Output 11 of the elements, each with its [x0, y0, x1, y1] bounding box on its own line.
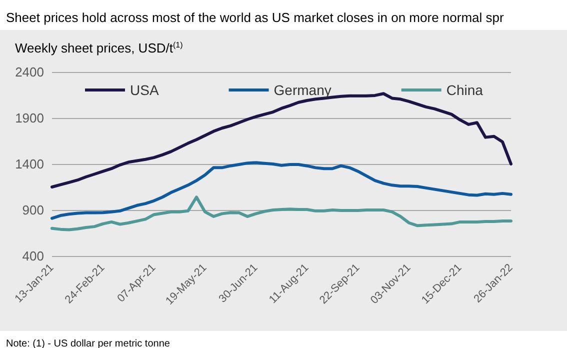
y-tick-label: 2400	[15, 64, 44, 80]
legend-label: China	[446, 82, 484, 98]
y-tick-label: 1400	[15, 156, 44, 172]
y-tick-label: 400	[22, 248, 44, 264]
y-tick-label: 1900	[15, 110, 44, 126]
chart-title: Sheet prices hold across most of the world as US market closes in on more normal spr	[6, 10, 504, 25]
line-series	[50, 161, 512, 220]
legend-label: USA	[130, 82, 160, 98]
y-tick-label: 900	[22, 202, 44, 218]
legend-label: Germany	[274, 82, 332, 98]
line-series	[50, 196, 512, 232]
